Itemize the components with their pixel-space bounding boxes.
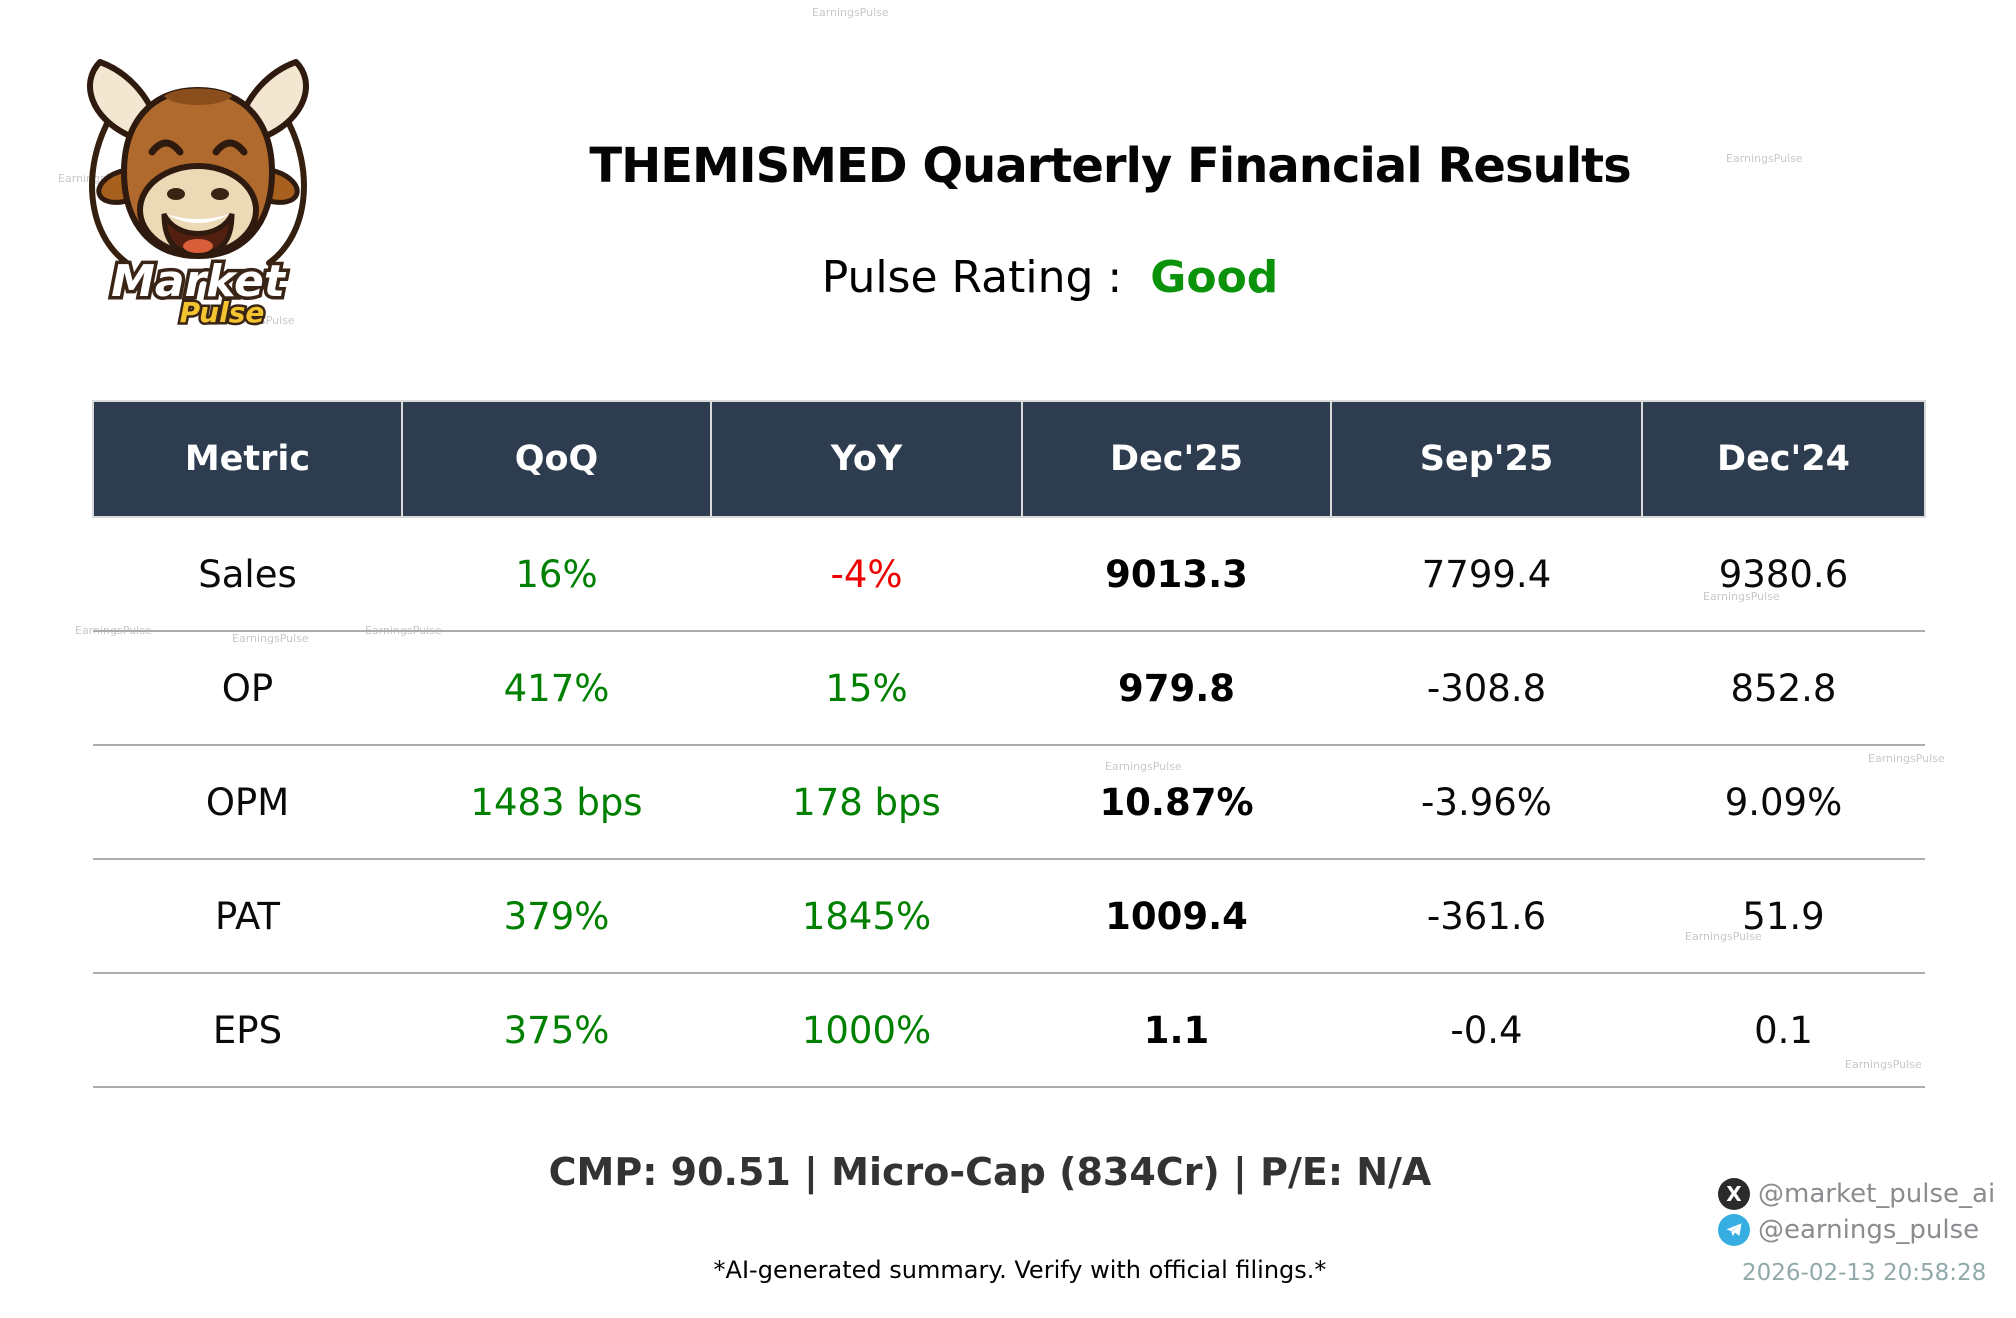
dec24-value: 9.09% (1642, 745, 1925, 860)
pulse-rating-label: Pulse Rating : (821, 252, 1123, 303)
telegram-handle: @earnings_pulse (1758, 1215, 1980, 1245)
metric-name: Sales (93, 517, 402, 632)
x-icon: X (1718, 1178, 1750, 1210)
sep25-value: -3.96% (1331, 745, 1642, 860)
results-table: Metric QoQ YoY Dec'25 Sep'25 Dec'24 Sale… (92, 400, 1926, 1088)
table-row: OPM 1483 bps 178 bps 10.87% -3.96% 9.09% (93, 745, 1925, 860)
sep25-value: -308.8 (1331, 631, 1642, 746)
ai-disclaimer: *AI-generated summary. Verify with offic… (713, 1256, 1327, 1284)
metric-name: OP (93, 631, 402, 746)
qoq-value: 417% (402, 631, 711, 746)
dec25-value: 1009.4 (1022, 859, 1331, 974)
sep25-value: 7799.4 (1331, 517, 1642, 632)
market-pulse-logo: Market Pulse (87, 59, 309, 326)
dec25-value: 9013.3 (1022, 517, 1331, 632)
yoy-value: -4% (711, 517, 1022, 632)
metric-name: OPM (93, 745, 402, 860)
qoq-value: 16% (402, 517, 711, 632)
dec25-value: 1.1 (1022, 973, 1331, 1088)
yoy-value: 1845% (711, 859, 1022, 974)
social-handles: X @market_pulse_ai @earnings_pulse (1718, 1178, 1995, 1250)
x-handle-row: X @market_pulse_ai (1718, 1178, 1995, 1210)
qoq-value: 1483 bps (402, 745, 711, 860)
sep25-value: -361.6 (1331, 859, 1642, 974)
col-header-sep25: Sep'25 (1330, 400, 1643, 518)
col-header-metric: Metric (92, 400, 403, 518)
generated-timestamp: 2026-02-13 20:58:28 (1742, 1260, 1987, 1286)
telegram-handle-row: @earnings_pulse (1718, 1214, 1995, 1246)
col-header-yoy: YoY (710, 400, 1023, 518)
yoy-value: 178 bps (711, 745, 1022, 860)
dec25-value: 10.87% (1022, 745, 1331, 860)
watermark: EarningsPulse (812, 6, 889, 19)
cmp-summary-line: CMP: 90.51 | Micro-Cap (834Cr) | P/E: N/… (548, 1150, 1432, 1194)
table-header-row: Metric QoQ YoY Dec'25 Sep'25 Dec'24 (92, 400, 1926, 518)
dec24-value: 0.1 (1642, 973, 1925, 1088)
metric-name: PAT (93, 859, 402, 974)
col-header-dec24: Dec'24 (1641, 400, 1926, 518)
page-title: THEMISMED Quarterly Financial Results (589, 138, 1631, 194)
yoy-value: 1000% (711, 973, 1022, 1088)
dec24-value: 9380.6 (1642, 517, 1925, 632)
pulse-rating: Pulse Rating : Good (400, 252, 1700, 303)
logo-text-market: Market (111, 256, 287, 307)
pulse-rating-value: Good (1150, 252, 1279, 303)
watermark: EarningsPulse (1726, 152, 1803, 165)
yoy-value: 15% (711, 631, 1022, 746)
qoq-value: 379% (402, 859, 711, 974)
dec25-value: 979.8 (1022, 631, 1331, 746)
col-header-dec25: Dec'25 (1021, 400, 1332, 518)
table-row: OP 417% 15% 979.8 -308.8 852.8 (93, 631, 1925, 746)
telegram-icon (1718, 1214, 1750, 1246)
dec24-value: 51.9 (1642, 859, 1925, 974)
watermark: EarningsPulse (218, 314, 295, 327)
x-handle: @market_pulse_ai (1758, 1179, 1996, 1209)
dec24-value: 852.8 (1642, 631, 1925, 746)
qoq-value: 375% (402, 973, 711, 1088)
logo-text-pulse: Pulse (180, 296, 265, 326)
table-row: EPS 375% 1000% 1.1 -0.4 0.1 (93, 973, 1925, 1088)
table-row: PAT 379% 1845% 1009.4 -361.6 51.9 (93, 859, 1925, 974)
metric-name: EPS (93, 973, 402, 1088)
sep25-value: -0.4 (1331, 973, 1642, 1088)
table-row: Sales 16% -4% 9013.3 7799.4 9380.6 (93, 517, 1925, 632)
col-header-qoq: QoQ (401, 400, 712, 518)
